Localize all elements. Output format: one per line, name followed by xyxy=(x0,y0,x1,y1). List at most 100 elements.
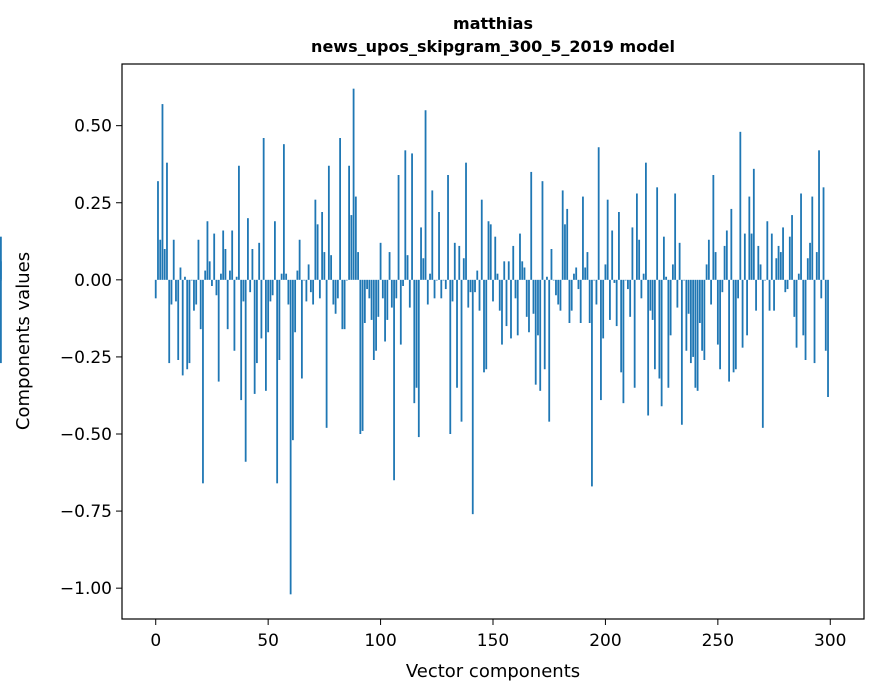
bar-172 xyxy=(541,181,544,280)
x-axis-label: Vector components xyxy=(406,661,580,682)
bar-22 xyxy=(204,270,207,280)
bar-156 xyxy=(505,279,508,327)
bar-37 xyxy=(238,165,240,280)
bar-50 xyxy=(267,279,270,333)
bar-120 xyxy=(424,110,427,280)
bar-107 xyxy=(395,279,398,299)
bar-15 xyxy=(188,279,191,364)
bar-181 xyxy=(561,190,564,280)
bar-125 xyxy=(435,279,438,281)
bar-154 xyxy=(501,279,503,345)
bar-4 xyxy=(163,249,166,280)
bar-293 xyxy=(813,279,816,364)
bar-191 xyxy=(584,267,587,280)
bar-47 xyxy=(260,279,263,339)
bar-197 xyxy=(597,147,600,280)
bar-205 xyxy=(615,279,618,327)
bar-265 xyxy=(750,233,753,280)
bar-193 xyxy=(588,279,591,323)
y-tick-label-6: 0.50 xyxy=(74,117,112,137)
bar-96 xyxy=(370,279,373,320)
bar-157 xyxy=(507,261,510,280)
bar-111 xyxy=(404,150,407,280)
bar-20 xyxy=(199,279,202,330)
bar-132 xyxy=(451,279,454,302)
bar-166 xyxy=(528,279,530,333)
bar-63 xyxy=(296,270,299,280)
bar-190 xyxy=(582,196,584,280)
bar-241 xyxy=(696,279,699,391)
bar-99 xyxy=(377,279,380,317)
bar-216 xyxy=(640,279,643,299)
bar-97 xyxy=(372,279,375,360)
bar-176 xyxy=(550,249,553,280)
y-tick-label-0: −1.00 xyxy=(60,579,112,599)
bar-240 xyxy=(694,279,697,388)
bar-12 xyxy=(181,279,184,376)
bar-160 xyxy=(514,279,517,299)
bar-69 xyxy=(309,279,312,293)
bar-150 xyxy=(492,279,494,302)
bar-158 xyxy=(510,279,512,339)
bar-137 xyxy=(462,258,465,280)
bar-174 xyxy=(546,276,548,280)
bar-115 xyxy=(413,279,416,404)
bar-134 xyxy=(456,279,458,388)
bar-162 xyxy=(519,233,521,280)
bar-62 xyxy=(294,279,297,333)
bar-35 xyxy=(233,279,236,351)
bar-82 xyxy=(339,138,341,280)
bar-230 xyxy=(671,264,674,280)
x-tick-label-250: 250 xyxy=(702,631,734,651)
bar-49 xyxy=(265,279,267,391)
bar-249 xyxy=(714,252,717,280)
bar-25 xyxy=(211,279,213,286)
bar-46 xyxy=(258,242,261,280)
bar-130 xyxy=(447,175,449,280)
bar-57 xyxy=(282,144,285,280)
y-axis-label: Components values xyxy=(13,252,34,430)
bar-36 xyxy=(235,276,238,280)
bar-65 xyxy=(300,279,303,379)
bar-288 xyxy=(802,279,805,336)
bar-38 xyxy=(240,279,243,401)
bars-group xyxy=(0,88,829,595)
bar-244 xyxy=(703,279,706,360)
bar-179 xyxy=(557,279,560,305)
bar-263 xyxy=(746,279,748,336)
bar-146 xyxy=(483,279,485,373)
bar-245 xyxy=(705,264,708,280)
bar-251 xyxy=(719,279,721,370)
bar-87 xyxy=(350,215,353,280)
bar-202 xyxy=(609,279,611,320)
bar-52 xyxy=(271,279,274,296)
bar-124 xyxy=(433,279,436,299)
bar-232 xyxy=(676,279,679,308)
bar-104 xyxy=(388,252,391,280)
bar-110 xyxy=(402,279,404,286)
bar-73 xyxy=(318,279,321,299)
x-tick-label-300: 300 xyxy=(814,631,846,651)
bar-88 xyxy=(352,88,355,280)
bar-108 xyxy=(397,175,400,280)
bar-161 xyxy=(516,279,519,336)
y-tick-label-1: −0.75 xyxy=(60,502,112,522)
bar-29 xyxy=(220,273,222,280)
y-tick-label-2: −0.50 xyxy=(60,425,112,445)
bar-256 xyxy=(730,208,733,280)
bar-119 xyxy=(422,258,425,280)
bar-91 xyxy=(359,279,362,434)
bar-299 xyxy=(827,279,829,397)
bar-171 xyxy=(539,279,542,391)
bar-93 xyxy=(363,279,366,323)
bar-98 xyxy=(375,279,377,351)
bar-141 xyxy=(471,279,474,515)
bar-164 xyxy=(523,267,526,280)
bar-280 xyxy=(784,279,787,293)
bar-19 xyxy=(197,239,200,280)
bar-284 xyxy=(793,279,796,317)
bar-24 xyxy=(208,261,211,280)
bar-60 xyxy=(289,279,292,595)
bar-56 xyxy=(280,273,283,280)
